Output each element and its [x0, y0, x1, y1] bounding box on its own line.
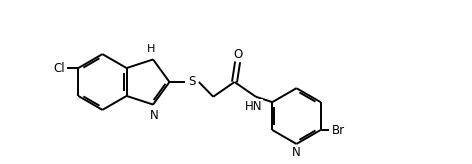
Text: N: N — [150, 109, 158, 122]
Text: H: H — [147, 44, 155, 54]
Text: Cl: Cl — [53, 62, 65, 75]
Text: O: O — [233, 48, 242, 61]
Text: HN: HN — [245, 100, 262, 113]
Text: N: N — [292, 146, 301, 159]
Text: S: S — [188, 75, 195, 89]
Text: Br: Br — [331, 123, 345, 136]
